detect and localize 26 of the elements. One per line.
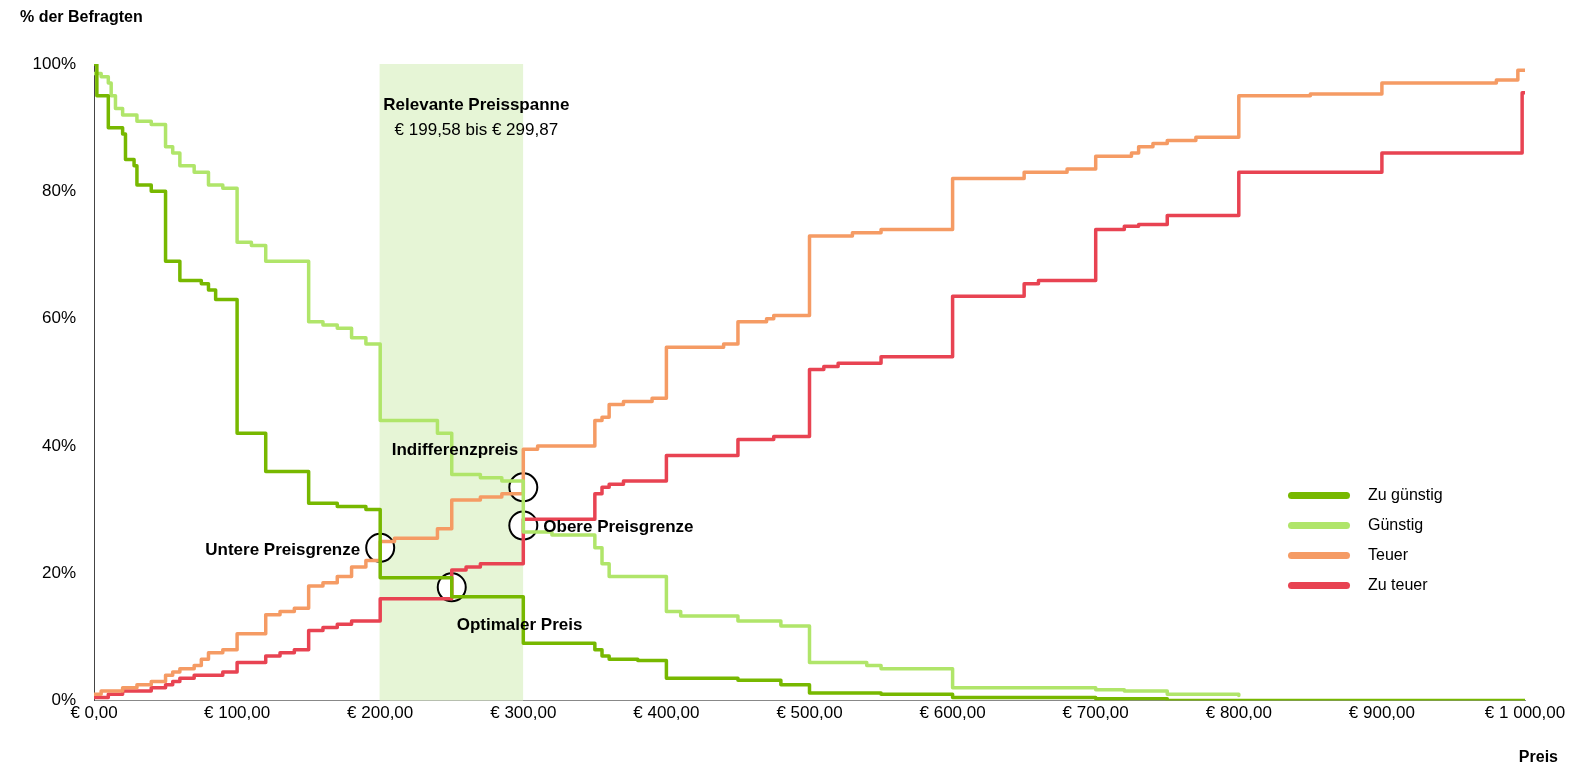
y-tick-label: 60% (41, 308, 76, 328)
x-axis-title: Preis (1518, 748, 1558, 766)
x-tick-label: € 700,00 (1062, 703, 1129, 723)
x-tick-label: € 800,00 (1205, 703, 1272, 723)
legend-label: Teuer (1368, 546, 1409, 564)
legend-label: Zu teuer (1368, 576, 1428, 594)
y-tick-label: 40% (41, 435, 76, 455)
x-tick-label: € 400,00 (633, 703, 700, 723)
y-tick-label: 20% (41, 562, 76, 582)
y-tick-label: 100% (32, 53, 76, 73)
annotation: Indifferenzpreis (391, 440, 519, 460)
y-tick-label: 80% (41, 181, 76, 201)
legend-label: Zu günstig (1368, 486, 1443, 504)
annotation: Untere Preisgrenze (205, 539, 361, 559)
y-axis-title: % der Befragten (20, 8, 143, 26)
annotation: Obere Preisgrenze (543, 517, 694, 537)
x-tick-label: € 500,00 (776, 703, 843, 723)
x-tick-label: € 1 000,00 (1484, 703, 1566, 723)
legend-label: Günstig (1368, 516, 1424, 534)
x-tick-label: € 600,00 (919, 703, 986, 723)
band-label: Relevante Preisspanne (383, 94, 570, 114)
x-tick-label: € 900,00 (1348, 703, 1415, 723)
annotation: € 199,58 bis € 299,87 (394, 119, 559, 139)
x-tick-label: € 300,00 (490, 703, 557, 723)
x-tick-label: € 100,00 (204, 703, 271, 723)
x-tick-label: € 200,00 (347, 703, 414, 723)
